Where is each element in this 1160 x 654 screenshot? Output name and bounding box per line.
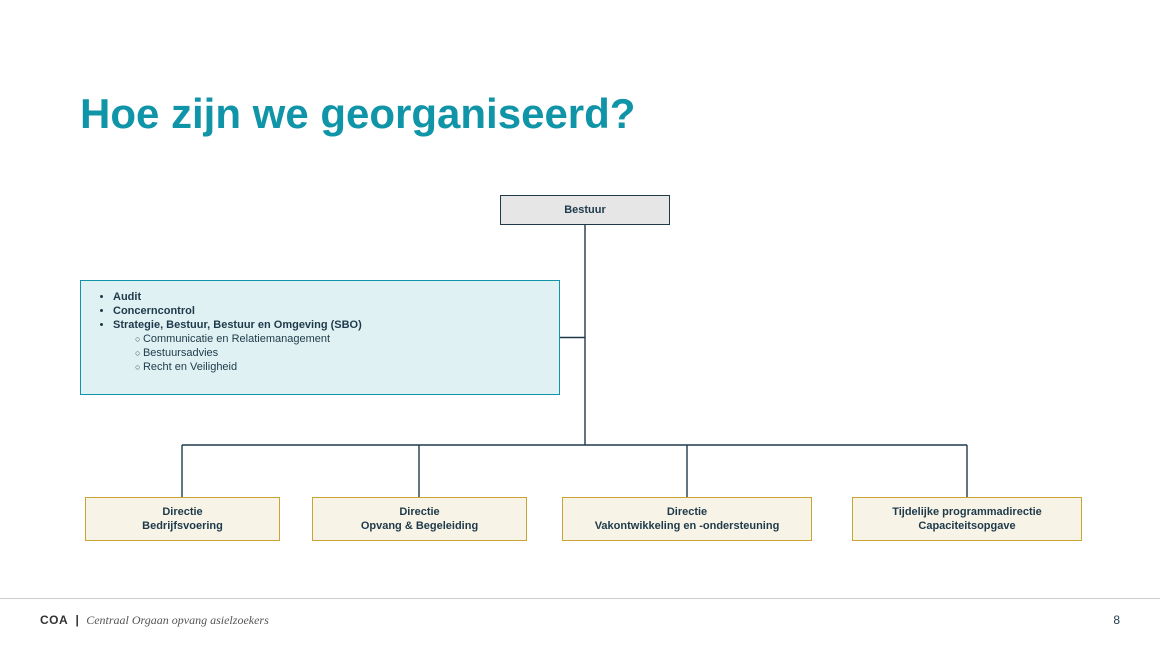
org-node-directie: DirectieBedrijfsvoering: [85, 497, 280, 541]
footer-brand: COA: [40, 613, 68, 627]
staff-item: Strategie, Bestuur, Bestuur en Omgeving …: [113, 319, 545, 373]
staff-item: Concerncontrol: [113, 305, 545, 317]
footer-separator: |: [76, 613, 79, 627]
footer: COA | Centraal Orgaan opvang asielzoeker…: [40, 613, 269, 628]
staff-subitem: Bestuursadvies: [135, 347, 545, 359]
org-node-directie: DirectieOpvang & Begeleiding: [312, 497, 527, 541]
org-node-directie: Tijdelijke programmadirectieCapaciteitso…: [852, 497, 1082, 541]
page-number: 8: [1113, 613, 1120, 627]
staff-subitem: Recht en Veiligheid: [135, 361, 545, 373]
org-node-directie: DirectieVakontwikkeling en -ondersteunin…: [562, 497, 812, 541]
footer-tagline: Centraal Orgaan opvang asielzoekers: [86, 613, 269, 627]
staff-item: Audit: [113, 291, 545, 303]
org-chart: Bestuur Audit Concerncontrol Strategie, Be…: [0, 0, 1160, 654]
staff-subitem: Communicatie en Relatiemanagement: [135, 333, 545, 345]
org-node-bestuur: Bestuur: [500, 195, 670, 225]
org-staff-box: Audit Concerncontrol Strategie, Bestuur, B…: [80, 280, 560, 395]
footer-rule: [0, 598, 1160, 599]
